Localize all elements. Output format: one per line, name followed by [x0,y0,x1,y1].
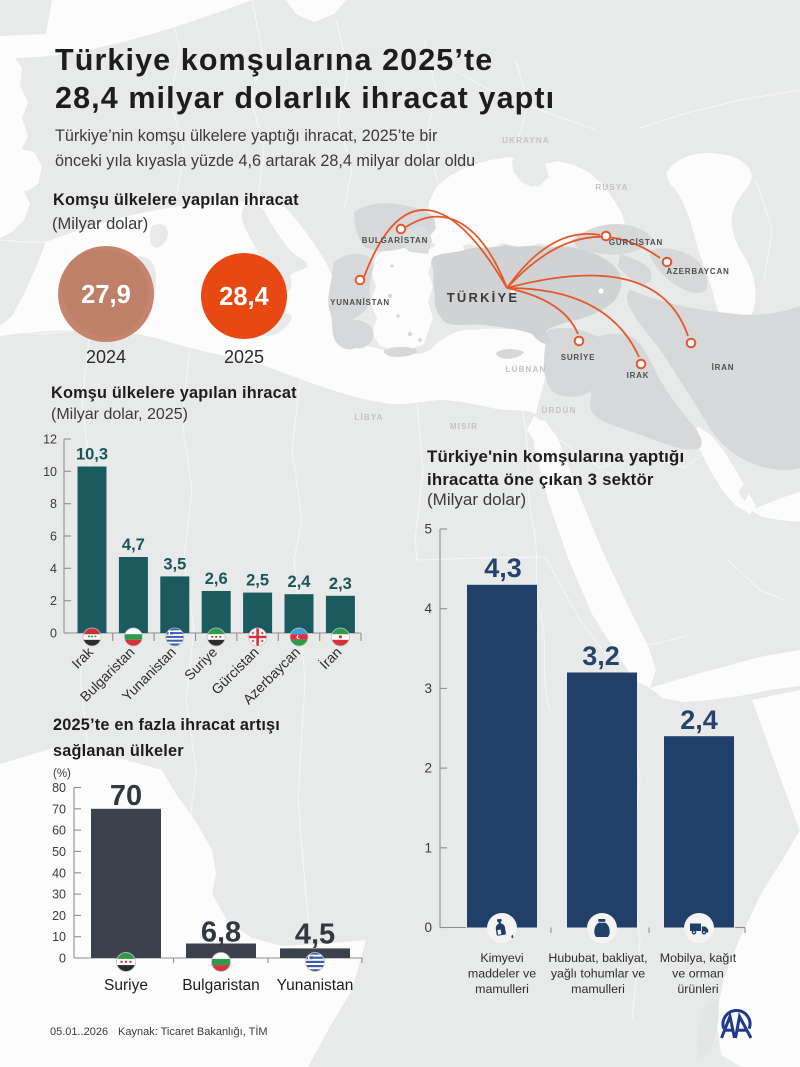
svg-text:70: 70 [52,802,66,816]
svg-text:Bulgaristan: Bulgaristan [182,977,260,994]
svg-text:28,4: 28,4 [219,283,269,311]
svg-text:Suriye: Suriye [181,644,221,684]
svg-text:2,4: 2,4 [680,705,718,735]
svg-text:LÜBNAN: LÜBNAN [506,365,547,374]
svg-text:YUNANİSTAN: YUNANİSTAN [330,298,390,307]
svg-text:4: 4 [50,562,57,576]
svg-text:4,7: 4,7 [122,536,145,554]
svg-text:2: 2 [424,761,432,776]
svg-text:5: 5 [424,522,432,537]
svg-text:50: 50 [52,845,66,859]
svg-text:3,5: 3,5 [163,555,186,573]
svg-text:mamulleri: mamulleri [571,982,625,996]
svg-text:ÜRDÜN: ÜRDÜN [542,406,577,415]
svg-text:10: 10 [52,930,66,944]
svg-text:80: 80 [52,781,66,795]
svg-text:RUSYA: RUSYA [595,183,628,192]
svg-text:Yunanistan: Yunanistan [277,977,354,994]
svg-text:Suriye: Suriye [104,977,148,994]
svg-text:maddeler ve: maddeler ve [468,967,536,981]
svg-text:4,5: 4,5 [295,919,335,951]
svg-text:IRAK: IRAK [627,371,650,380]
svg-text:AZERBAYCAN: AZERBAYCAN [666,267,729,276]
svg-text:6: 6 [50,530,57,544]
svg-text:0: 0 [424,920,432,935]
svg-text:TÜRKİYE: TÜRKİYE [447,290,519,305]
svg-text:10,3: 10,3 [76,446,108,464]
svg-text:Irak: Irak [68,643,97,672]
svg-text:BULGARİSTAN: BULGARİSTAN [362,236,428,245]
svg-text:1: 1 [424,840,432,855]
svg-text:4,3: 4,3 [484,553,522,583]
svg-text:6,8: 6,8 [201,917,241,949]
svg-text:8: 8 [50,497,57,511]
svg-text:İran: İran [315,643,344,672]
svg-text:40: 40 [52,866,66,880]
svg-text:60: 60 [52,824,66,838]
svg-text:LİBYA: LİBYA [354,413,383,422]
svg-text:ürünleri: ürünleri [677,982,718,996]
svg-text:2,6: 2,6 [205,570,228,588]
svg-text:10: 10 [43,465,57,479]
svg-text:SURİYE: SURİYE [561,353,596,362]
svg-text:2: 2 [50,594,57,608]
svg-text:20: 20 [52,909,66,923]
svg-text:3: 3 [424,681,432,696]
svg-text:GÜRCİSTAN: GÜRCİSTAN [609,238,663,247]
svg-text:70: 70 [110,780,142,812]
svg-text:27,9: 27,9 [81,281,131,309]
svg-text:UKRAYNA: UKRAYNA [502,136,550,145]
svg-text:12: 12 [43,433,57,447]
svg-text:(%): (%) [53,768,71,780]
svg-text:Hububat, bakliyat,: Hububat, bakliyat, [548,951,647,965]
svg-text:Kimyevi: Kimyevi [480,951,523,965]
svg-text:MISIR: MISIR [450,422,478,431]
svg-text:İRAN: İRAN [712,363,735,372]
svg-text:2,4: 2,4 [288,573,312,591]
svg-text:3,2: 3,2 [582,641,620,671]
svg-text:4: 4 [424,601,432,616]
svg-text:30: 30 [52,888,66,902]
svg-text:0: 0 [59,952,66,966]
svg-text:ve orman: ve orman [672,967,724,981]
svg-text:mamulleri: mamulleri [475,982,529,996]
svg-text:0: 0 [50,627,57,641]
svg-text:Mobilya, kağıt: Mobilya, kağıt [660,951,737,965]
svg-text:2,3: 2,3 [329,575,352,593]
svg-text:2,5: 2,5 [246,572,269,590]
svg-text:yağlı tohumlar ve: yağlı tohumlar ve [551,967,645,981]
